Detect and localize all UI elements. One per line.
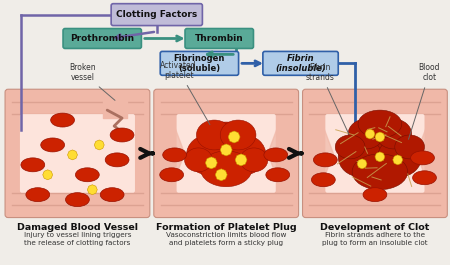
FancyBboxPatch shape (325, 114, 424, 193)
Polygon shape (228, 131, 240, 143)
Polygon shape (375, 152, 385, 162)
Polygon shape (94, 140, 104, 150)
FancyBboxPatch shape (176, 114, 276, 193)
Ellipse shape (76, 168, 99, 182)
Ellipse shape (66, 193, 90, 207)
Polygon shape (205, 157, 217, 169)
Text: Prothrombin: Prothrombin (70, 34, 134, 43)
Ellipse shape (264, 148, 288, 162)
FancyBboxPatch shape (111, 4, 202, 25)
FancyBboxPatch shape (20, 114, 135, 193)
Text: Fibrin strands adhere to the
plug to form an insoluble clot: Fibrin strands adhere to the plug to for… (322, 232, 428, 246)
Text: Blood
clot: Blood clot (409, 63, 440, 139)
Text: Broken
vessel: Broken vessel (69, 63, 115, 100)
Polygon shape (417, 116, 431, 191)
FancyBboxPatch shape (160, 51, 238, 75)
Ellipse shape (100, 188, 124, 202)
Ellipse shape (314, 153, 337, 167)
Ellipse shape (160, 168, 184, 182)
Ellipse shape (51, 113, 74, 127)
Polygon shape (220, 144, 232, 156)
Text: Thrombin: Thrombin (195, 34, 243, 43)
Ellipse shape (347, 124, 413, 180)
Ellipse shape (222, 135, 266, 175)
FancyBboxPatch shape (154, 89, 299, 218)
Ellipse shape (363, 188, 387, 202)
Polygon shape (393, 155, 403, 165)
Ellipse shape (220, 120, 256, 150)
Text: Activated
platelet: Activated platelet (160, 61, 210, 125)
Ellipse shape (352, 154, 408, 190)
Polygon shape (68, 150, 77, 160)
FancyBboxPatch shape (5, 89, 150, 218)
Ellipse shape (105, 153, 129, 167)
Ellipse shape (186, 135, 230, 175)
Polygon shape (320, 116, 333, 191)
Text: Development of Clot: Development of Clot (320, 223, 430, 232)
Ellipse shape (335, 135, 365, 159)
Polygon shape (171, 116, 184, 191)
Text: Vasoconstriction limits blood flow
and platelets form a sticky plug: Vasoconstriction limits blood flow and p… (166, 232, 286, 246)
FancyBboxPatch shape (263, 51, 338, 75)
Ellipse shape (311, 173, 335, 187)
Polygon shape (215, 169, 227, 181)
Polygon shape (43, 170, 53, 180)
Ellipse shape (26, 188, 50, 202)
Ellipse shape (197, 120, 232, 150)
Ellipse shape (184, 148, 212, 172)
FancyBboxPatch shape (185, 29, 253, 48)
Ellipse shape (358, 110, 402, 138)
Ellipse shape (197, 122, 256, 172)
Ellipse shape (348, 119, 384, 149)
Ellipse shape (378, 137, 422, 177)
Text: Fibrinogen
(soluble): Fibrinogen (soluble) (174, 54, 225, 73)
Polygon shape (268, 116, 282, 191)
Text: Fibrin
(insoluble): Fibrin (insoluble) (275, 54, 326, 73)
Ellipse shape (395, 135, 424, 159)
Text: Injury to vessel lining triggers
the release of clotting factors: Injury to vessel lining triggers the rel… (24, 232, 131, 246)
Polygon shape (235, 154, 247, 166)
Ellipse shape (376, 119, 412, 149)
Polygon shape (375, 132, 385, 142)
Polygon shape (357, 159, 367, 169)
FancyBboxPatch shape (302, 89, 447, 218)
Ellipse shape (41, 138, 64, 152)
Polygon shape (365, 129, 375, 139)
Polygon shape (87, 185, 97, 195)
Ellipse shape (413, 171, 436, 185)
Ellipse shape (338, 137, 382, 177)
Text: Damaged Blood Vessel: Damaged Blood Vessel (17, 223, 138, 232)
Ellipse shape (240, 148, 268, 172)
Ellipse shape (200, 151, 252, 187)
Ellipse shape (266, 168, 290, 182)
Ellipse shape (110, 128, 134, 142)
FancyBboxPatch shape (63, 29, 141, 48)
Ellipse shape (411, 151, 434, 165)
Text: Formation of Platelet Plug: Formation of Platelet Plug (156, 223, 297, 232)
Ellipse shape (21, 158, 45, 172)
Text: Fibrin
strands: Fibrin strands (306, 63, 349, 134)
Ellipse shape (163, 148, 186, 162)
Text: Clotting Factors: Clotting Factors (116, 10, 198, 19)
